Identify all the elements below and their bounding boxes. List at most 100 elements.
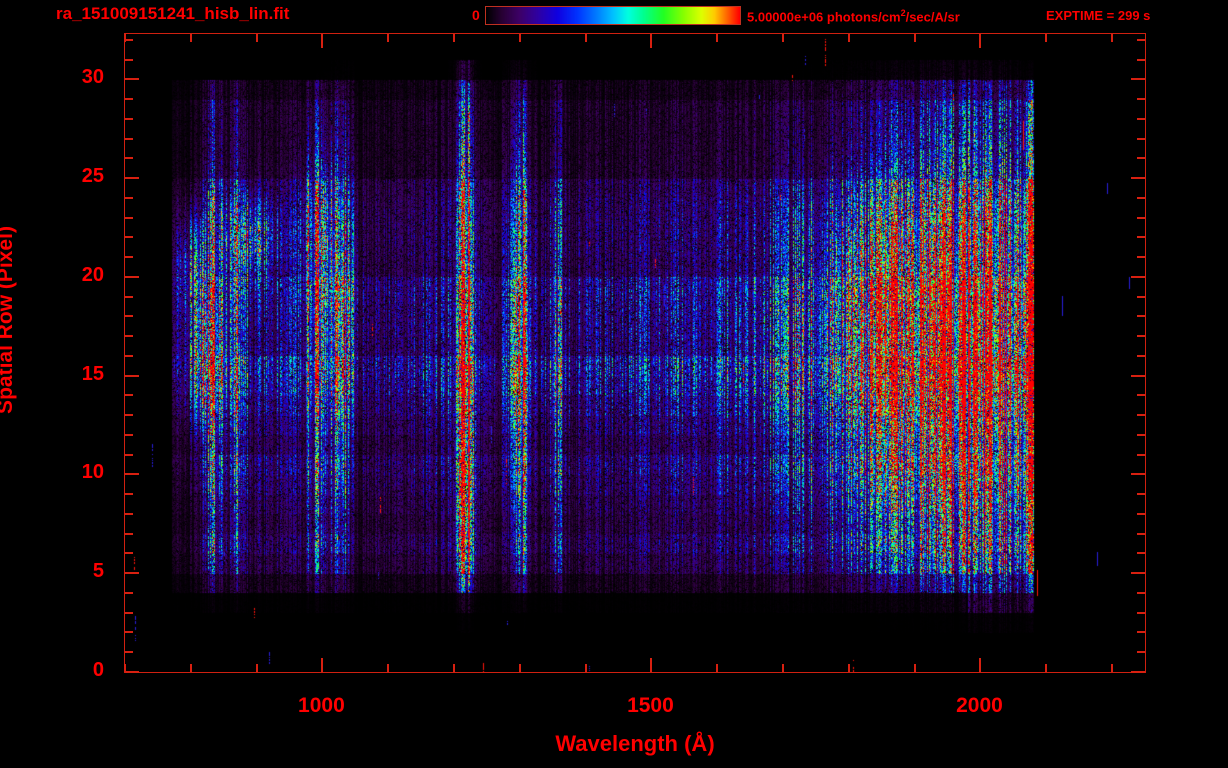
y-tick-minor-right xyxy=(1137,354,1145,357)
y-tick-major-right xyxy=(1131,671,1145,673)
y-tick-minor-right xyxy=(1137,216,1145,219)
y-tick-minor-right xyxy=(1137,532,1145,535)
x-tick-label: 1000 xyxy=(298,694,345,717)
x-tick-minor xyxy=(518,664,521,672)
x-tick-label: 2000 xyxy=(956,694,1003,717)
x-tick-minor-top xyxy=(518,34,521,42)
x-tick-minor-top xyxy=(453,34,456,42)
colorbar-max-units-tail: /sec/A/sr xyxy=(905,9,960,25)
y-tick-major xyxy=(125,671,139,673)
spectrogram-canvas xyxy=(125,34,1145,672)
x-tick-minor-top xyxy=(1111,34,1114,42)
y-tick-label: 20 xyxy=(81,263,104,286)
y-tick-label: 30 xyxy=(81,66,104,89)
y-tick-minor-right xyxy=(1137,631,1145,634)
y-tick-minor xyxy=(125,493,133,496)
file-title: ra_151009151241_hisb_lin.fit xyxy=(56,4,290,23)
y-tick-major xyxy=(125,572,139,575)
x-tick-minor xyxy=(189,664,192,672)
y-tick-minor-right xyxy=(1137,611,1145,614)
y-tick-minor xyxy=(125,631,133,634)
x-axis-title: Wavelength (Å) xyxy=(555,731,715,756)
x-tick-major xyxy=(979,658,982,672)
y-tick-major-right xyxy=(1131,275,1145,278)
colorbar-min-label: 0 xyxy=(472,7,480,23)
y-tick-minor xyxy=(125,394,133,397)
y-tick-major-right xyxy=(1131,78,1145,81)
y-tick-minor-right xyxy=(1137,137,1145,140)
x-tick-minor-top xyxy=(913,34,916,42)
x-tick-minor-top xyxy=(189,34,192,42)
y-tick-label: 25 xyxy=(81,165,104,188)
y-tick-minor xyxy=(125,335,133,338)
y-tick-major xyxy=(125,78,139,81)
colorbar-gradient xyxy=(486,7,740,24)
y-tick-minor xyxy=(125,58,133,61)
y-tick-minor-right xyxy=(1137,295,1145,298)
colorbar-max-label: 5.00000e+06 photons/cm2/sec/A/sr xyxy=(747,8,960,24)
x-tick-minor-top xyxy=(782,34,785,42)
y-tick-major xyxy=(125,177,139,180)
plot-frame xyxy=(124,33,1146,673)
x-tick-major-top xyxy=(650,34,653,48)
y-tick-minor-right xyxy=(1137,256,1145,259)
colorbar xyxy=(485,6,741,25)
x-tick-minor xyxy=(124,664,126,672)
y-tick-minor-right xyxy=(1137,58,1145,61)
y-tick-minor-right xyxy=(1137,315,1145,318)
y-tick-minor-right xyxy=(1137,453,1145,456)
x-tick-minor xyxy=(716,664,719,672)
y-tick-minor-right xyxy=(1137,394,1145,397)
y-tick-minor-right xyxy=(1137,512,1145,515)
y-tick-minor xyxy=(125,236,133,239)
x-tick-major-top xyxy=(321,34,324,48)
y-tick-minor xyxy=(125,591,133,594)
y-tick-minor xyxy=(125,137,133,140)
x-tick-minor xyxy=(847,664,850,672)
y-tick-minor-right xyxy=(1137,335,1145,338)
y-tick-major-right xyxy=(1131,374,1145,377)
x-tick-minor xyxy=(913,664,916,672)
x-tick-major xyxy=(650,658,653,672)
y-tick-minor-right xyxy=(1137,433,1145,436)
x-tick-minor-top xyxy=(1045,34,1048,42)
y-tick-minor-right xyxy=(1137,552,1145,555)
x-tick-minor xyxy=(387,664,390,672)
y-tick-minor xyxy=(125,117,133,120)
y-tick-minor xyxy=(125,256,133,259)
y-tick-label: 15 xyxy=(81,362,104,385)
y-tick-minor xyxy=(125,611,133,614)
x-tick-label: 1500 xyxy=(627,694,674,717)
y-axis-title: Spatial Row (Pixel) xyxy=(0,226,17,414)
x-tick-minor xyxy=(1111,664,1114,672)
y-tick-minor-right xyxy=(1137,196,1145,199)
x-tick-minor xyxy=(453,664,456,672)
exptime-label: EXPTIME = 299 s xyxy=(1046,8,1151,23)
y-tick-minor-right xyxy=(1137,591,1145,594)
y-tick-minor xyxy=(125,157,133,160)
x-tick-minor-top xyxy=(387,34,390,42)
colorbar-max-value: 5.00000e+06 photons/cm xyxy=(747,9,901,25)
x-tick-minor-top xyxy=(584,34,587,42)
y-tick-minor-right xyxy=(1137,414,1145,417)
y-tick-minor xyxy=(125,38,133,41)
y-tick-minor-right xyxy=(1137,236,1145,239)
y-tick-minor xyxy=(125,315,133,318)
y-tick-minor xyxy=(125,433,133,436)
x-tick-minor-top xyxy=(255,34,258,42)
y-tick-major xyxy=(125,275,139,278)
y-tick-minor-right xyxy=(1137,117,1145,120)
x-tick-minor-top xyxy=(124,34,126,42)
y-tick-label: 0 xyxy=(92,659,104,681)
y-tick-major xyxy=(125,374,139,377)
y-tick-minor-right xyxy=(1137,651,1145,654)
y-tick-minor-right xyxy=(1137,38,1145,41)
x-tick-minor xyxy=(584,664,587,672)
y-tick-minor-right xyxy=(1137,98,1145,101)
y-tick-minor xyxy=(125,414,133,417)
y-tick-minor xyxy=(125,196,133,199)
y-tick-minor xyxy=(125,216,133,219)
y-tick-minor-right xyxy=(1137,157,1145,160)
y-tick-minor xyxy=(125,295,133,298)
